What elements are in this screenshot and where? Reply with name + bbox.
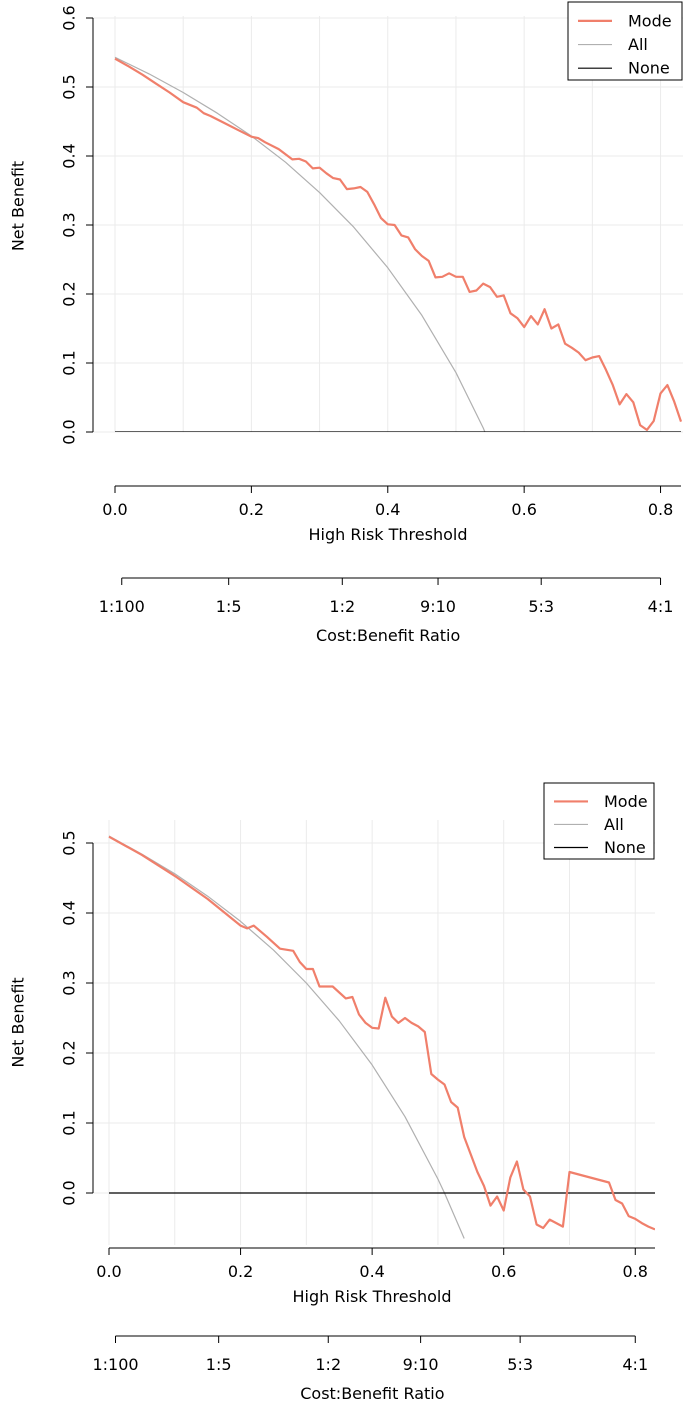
cost-benefit-tick-label: 5:3 xyxy=(528,597,554,616)
y-tick-label: 0.4 xyxy=(60,143,79,168)
plot-area xyxy=(93,820,655,1245)
y-tick-label: 0.1 xyxy=(60,350,79,375)
legend-label-mode: Mode xyxy=(628,11,672,30)
y-axis-label: Net Benefit xyxy=(9,977,28,1067)
cost-benefit-tick-label: 5:3 xyxy=(507,1355,533,1374)
series-line-mode xyxy=(114,57,683,431)
y-tick-label: 0.3 xyxy=(60,970,79,995)
legend: Mode All None xyxy=(543,782,655,860)
y-tick-label: 0.3 xyxy=(60,212,79,237)
series-line-all xyxy=(114,56,486,432)
x-axis: 0.0 0.2 0.4 0.6 0.8 xyxy=(102,485,681,519)
cost-benefit-tick-label: 1:5 xyxy=(216,597,242,616)
y-axis: 0.0 0.1 0.2 0.3 0.4 0.5 xyxy=(60,830,94,1206)
legend-label-mode: Mode xyxy=(604,792,648,811)
y-tick-label: 0.2 xyxy=(60,281,79,306)
x-tick-label: 0.8 xyxy=(648,500,673,519)
series-line-all xyxy=(108,835,465,1239)
legend-label-all: All xyxy=(604,815,624,834)
x-axis-label: High Risk Threshold xyxy=(293,1287,452,1306)
x-tick-label: 0.4 xyxy=(359,1262,384,1281)
cost-benefit-tick-label: 4:1 xyxy=(622,1355,648,1374)
legend-box xyxy=(567,1,683,81)
y-tick-label: 0.6 xyxy=(60,5,79,30)
cost-benefit-tick-label: 1:2 xyxy=(329,597,355,616)
x-tick-label: 0.2 xyxy=(228,1262,253,1281)
chart-panel-bottom: 0.0 0.1 0.2 0.3 0.4 0.5 Net Benefit 0.0 0.2 0.4… xyxy=(9,782,655,1403)
x-tick-label: 0.6 xyxy=(491,1262,516,1281)
cost-benefit-tick-label: 1:100 xyxy=(92,1355,138,1374)
cost-benefit-axis: 1:100 1:5 1:2 9:10 5:3 4:1 xyxy=(99,577,674,616)
x-tick-label: 0.0 xyxy=(102,500,127,519)
x-tick-label: 0.8 xyxy=(623,1262,648,1281)
x-axis-label: High Risk Threshold xyxy=(309,525,468,544)
cost-benefit-tick-label: 1:5 xyxy=(206,1355,232,1374)
series-lines xyxy=(114,56,683,432)
legend-label-all: All xyxy=(628,35,648,54)
cost-benefit-axis: 1:100 1:5 1:2 9:10 5:3 4:1 xyxy=(92,1335,648,1374)
series-lines xyxy=(108,835,655,1239)
cost-benefit-axis-label: Cost:Benefit Ratio xyxy=(316,626,460,645)
x-tick-label: 0.2 xyxy=(239,500,264,519)
y-tick-label: 0.5 xyxy=(60,830,79,855)
legend-box xyxy=(543,782,655,860)
x-tick-label: 0.6 xyxy=(511,500,536,519)
legend: Mode All None xyxy=(567,1,683,81)
cost-benefit-axis-label: Cost:Benefit Ratio xyxy=(300,1384,444,1403)
legend-label-none: None xyxy=(604,838,646,857)
y-tick-label: 0.5 xyxy=(60,74,79,99)
chart-panel-top: 0.0 0.1 0.2 0.3 0.4 0.5 0.6 Net Benefit 0.0 0.2… xyxy=(9,1,683,645)
legend-label-none: None xyxy=(628,59,670,78)
y-tick-label: 0.1 xyxy=(60,1110,79,1135)
series-line-mode xyxy=(108,835,655,1231)
y-axis-label: Net Benefit xyxy=(9,161,28,251)
cost-benefit-tick-label: 9:10 xyxy=(403,1355,439,1374)
cost-benefit-tick-label: 4:1 xyxy=(648,597,674,616)
cost-benefit-tick-label: 9:10 xyxy=(420,597,456,616)
cost-benefit-tick-label: 1:100 xyxy=(99,597,145,616)
y-tick-label: 0.0 xyxy=(60,1180,79,1205)
y-axis: 0.0 0.1 0.2 0.3 0.4 0.5 0.6 xyxy=(60,5,94,445)
y-tick-label: 0.2 xyxy=(60,1040,79,1065)
cost-benefit-tick-label: 1:2 xyxy=(315,1355,341,1374)
x-tick-label: 0.4 xyxy=(375,500,400,519)
y-tick-label: 0.0 xyxy=(60,419,79,444)
x-tick-label: 0.0 xyxy=(96,1262,121,1281)
x-axis: 0.0 0.2 0.4 0.6 0.8 xyxy=(96,1247,655,1281)
y-tick-label: 0.4 xyxy=(60,900,79,925)
